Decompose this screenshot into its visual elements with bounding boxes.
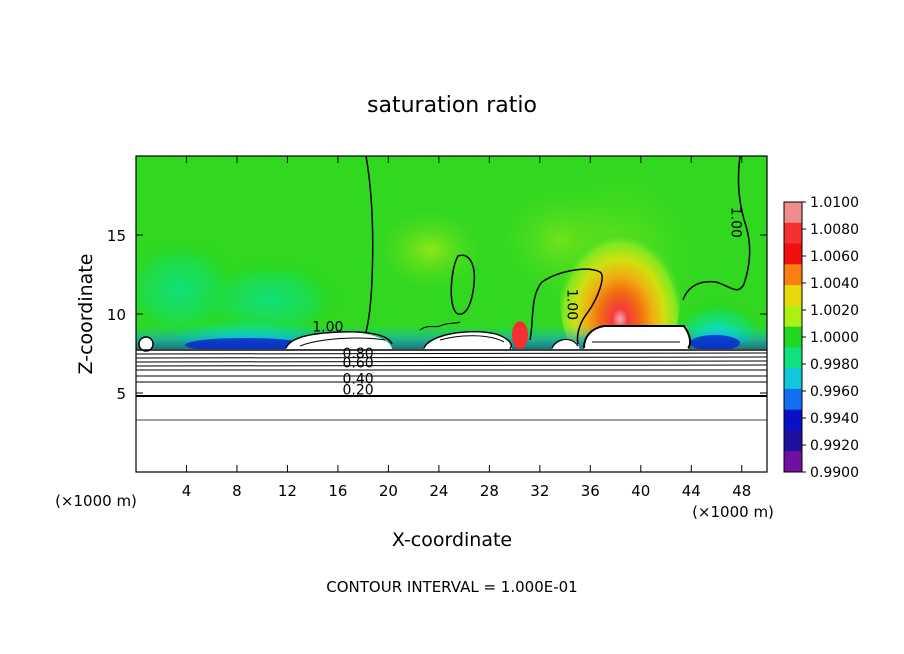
x-tick-label: 40 <box>631 482 650 500</box>
x-tick-label: 16 <box>328 482 347 500</box>
colorbar-swatch <box>784 202 802 224</box>
x-tick-label: 44 <box>682 482 701 500</box>
colorbar-swatch <box>784 347 802 369</box>
contour-label: 1.00 <box>312 319 343 335</box>
x-tick-label: 32 <box>530 482 549 500</box>
contour-interval-note: CONTOUR INTERVAL = 1.000E-01 <box>326 578 577 596</box>
colorbar: 1.0100 1.0080 1.0060 1.0040 1.0020 1.0000 0.99… <box>783 195 859 481</box>
colorbar-swatch <box>784 243 802 265</box>
contour-label: 0.60 <box>343 356 374 372</box>
colorbar-label: 0.9920 <box>810 438 859 454</box>
chart-title: saturation ratio <box>367 93 537 118</box>
colorbar-label: 0.9960 <box>810 384 859 400</box>
colorbar-swatch <box>784 326 802 348</box>
contour-labels: 1.000.800.600.400.201.001.00 <box>312 207 744 399</box>
colorbar-label: 1.0060 <box>810 249 859 265</box>
x-tick-label: 36 <box>581 482 600 500</box>
contour-label: 0.20 <box>343 383 374 399</box>
x-unit-label-left: (×1000 m) <box>55 492 137 510</box>
colorbar-swatch <box>784 430 802 452</box>
colorbar-swatch <box>784 409 802 431</box>
colorbar-label: 0.9940 <box>810 411 859 427</box>
x-tick-label: 28 <box>480 482 499 500</box>
x-tick-label: 12 <box>278 482 297 500</box>
saturation-field <box>136 156 767 472</box>
colorbar-label: 1.0100 <box>810 195 859 211</box>
colorbar-label: 1.0000 <box>810 330 859 346</box>
colorbar-swatch <box>784 451 802 473</box>
colorbar-label: 0.9980 <box>810 357 859 373</box>
contour-label: 1.00 <box>728 207 744 238</box>
colorbar-label: 1.0040 <box>810 276 859 292</box>
colorbar-swatch <box>784 368 802 390</box>
colorbar-label: 1.0080 <box>810 222 859 238</box>
x-tick-label: 20 <box>379 482 398 500</box>
x-tick-label: 48 <box>732 482 751 500</box>
y-axis: 5 10 15 <box>107 227 767 403</box>
colorbar-swatch <box>784 388 802 411</box>
x-tick-label: 8 <box>232 482 242 500</box>
x-tick-label: 24 <box>429 482 448 500</box>
contour-label: 1.00 <box>564 289 580 320</box>
colorbar-swatch <box>784 305 802 328</box>
colorbar-label: 1.0020 <box>810 303 859 319</box>
x-axis-label: X-coordinate <box>392 529 512 551</box>
y-tick-label: 5 <box>116 385 126 403</box>
contour-label: 0.40 <box>343 372 374 388</box>
contour-label: 0.80 <box>343 346 374 362</box>
colorbar-swatch <box>784 264 802 286</box>
y-axis-label: Z-coordinate <box>75 254 97 375</box>
colorbar-swatch <box>784 222 802 245</box>
colorbar-swatch <box>784 285 802 307</box>
contour-lines <box>136 156 767 421</box>
colorbar-label: 0.9900 <box>810 465 859 481</box>
y-tick-label: 10 <box>107 306 126 324</box>
x-axis: 4 8 12 16 20 24 28 32 36 40 44 48 <box>182 156 751 500</box>
x-tick-label: 4 <box>182 482 192 500</box>
x-unit-label-right: (×1000 m) <box>692 503 774 521</box>
y-tick-label: 15 <box>107 227 126 245</box>
